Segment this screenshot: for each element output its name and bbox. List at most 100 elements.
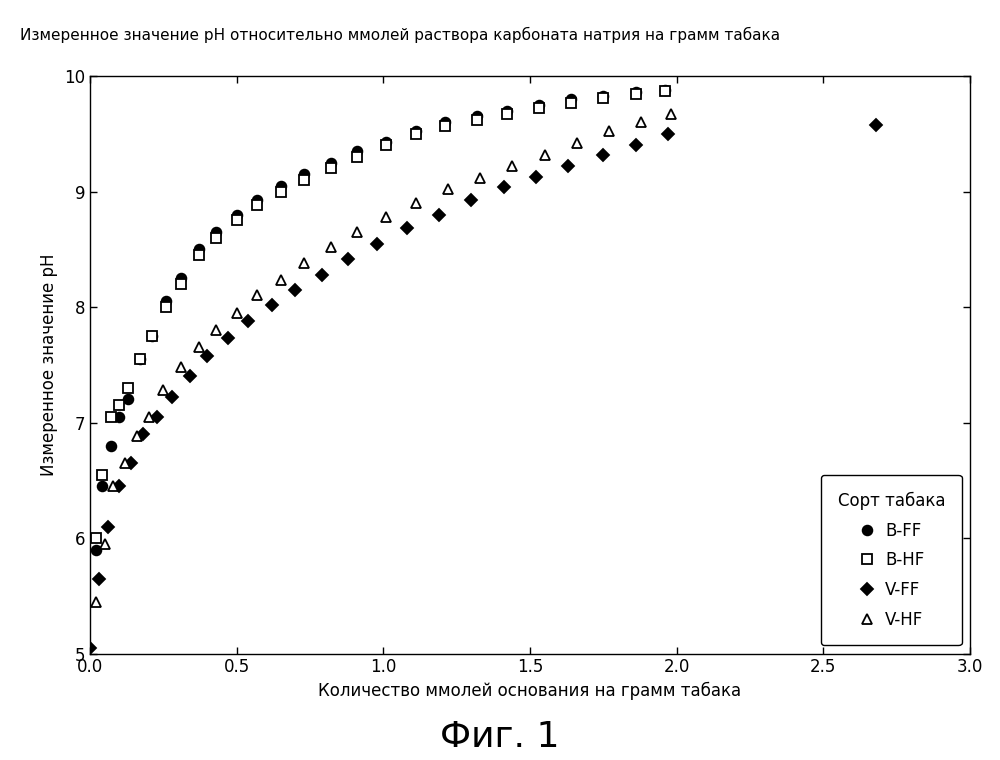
V-HF xyxy=(298,258,310,268)
V-FF xyxy=(530,172,542,181)
V-FF xyxy=(342,254,354,263)
B-HF xyxy=(597,93,609,103)
B-FF xyxy=(231,210,243,219)
B-HF xyxy=(501,109,513,119)
B-HF xyxy=(105,412,117,421)
V-FF xyxy=(222,334,234,343)
X-axis label: Количество ммолей основания на грамм табака: Количество ммолей основания на грамм таб… xyxy=(318,682,742,700)
V-FF xyxy=(84,643,96,652)
V-HF xyxy=(157,385,169,394)
V-HF xyxy=(175,363,187,372)
V-FF xyxy=(498,182,510,192)
Line: V-FF: V-FF xyxy=(86,120,880,652)
Text: Фиг. 1: Фиг. 1 xyxy=(440,720,560,754)
V-FF xyxy=(151,412,163,421)
V-HF xyxy=(193,343,205,352)
V-FF xyxy=(289,285,301,294)
B-HF xyxy=(533,104,545,113)
B-FF xyxy=(175,274,187,283)
V-HF xyxy=(635,118,647,127)
B-FF xyxy=(275,181,287,190)
V-HF xyxy=(665,109,677,119)
V-FF xyxy=(662,129,674,138)
B-FF xyxy=(630,87,642,97)
B-HF xyxy=(630,90,642,99)
V-FF xyxy=(184,372,196,381)
V-HF xyxy=(506,162,518,171)
V-HF xyxy=(90,597,102,606)
B-FF xyxy=(351,147,363,156)
B-HF xyxy=(160,302,172,312)
V-FF xyxy=(401,224,413,233)
B-FF xyxy=(533,100,545,109)
V-HF xyxy=(99,540,111,549)
B-FF xyxy=(597,91,609,100)
B-HF xyxy=(210,233,222,242)
B-FF xyxy=(501,106,513,116)
B-HF xyxy=(565,98,577,107)
V-FF xyxy=(201,351,213,360)
B-FF xyxy=(251,195,263,204)
V-HF xyxy=(442,185,454,194)
Line: B-HF: B-HF xyxy=(91,86,670,543)
B-HF xyxy=(275,187,287,196)
V-FF xyxy=(113,482,125,491)
B-HF xyxy=(325,164,337,173)
V-FF xyxy=(93,574,105,583)
B-HF xyxy=(439,121,451,130)
V-HF xyxy=(275,276,287,285)
B-FF xyxy=(146,331,158,340)
B-FF xyxy=(90,545,102,554)
V-HF xyxy=(410,198,422,207)
B-FF xyxy=(160,296,172,306)
V-FF xyxy=(316,270,328,279)
V-FF xyxy=(125,458,137,467)
B-HF xyxy=(175,280,187,289)
B-HF xyxy=(134,354,146,363)
Line: B-FF: B-FF xyxy=(91,85,670,555)
Legend: B-FF, B-HF, V-FF, V-HF: B-FF, B-HF, V-FF, V-HF xyxy=(821,475,962,645)
B-HF xyxy=(410,129,422,138)
V-FF xyxy=(102,522,114,531)
V-HF xyxy=(325,242,337,252)
B-HF xyxy=(251,201,263,210)
B-HF xyxy=(113,401,125,410)
V-HF xyxy=(107,482,119,491)
B-FF xyxy=(565,94,577,103)
B-HF xyxy=(122,383,134,392)
B-FF xyxy=(410,127,422,136)
B-HF xyxy=(193,251,205,260)
V-FF xyxy=(371,239,383,248)
B-HF xyxy=(90,534,102,543)
B-FF xyxy=(380,138,392,147)
Y-axis label: Измеренное значение pH: Измеренное значение pH xyxy=(40,254,58,476)
V-HF xyxy=(131,432,143,441)
Line: V-HF: V-HF xyxy=(91,109,676,606)
B-FF xyxy=(325,158,337,167)
V-FF xyxy=(166,393,178,402)
B-HF xyxy=(298,176,310,185)
B-FF xyxy=(439,118,451,127)
V-FF xyxy=(870,120,882,129)
B-FF xyxy=(659,85,671,94)
V-HF xyxy=(539,150,551,159)
B-HF xyxy=(380,141,392,150)
B-FF xyxy=(134,354,146,363)
V-HF xyxy=(143,412,155,421)
V-HF xyxy=(251,291,263,300)
V-HF xyxy=(119,458,131,467)
B-HF xyxy=(231,216,243,225)
V-HF xyxy=(231,309,243,318)
V-HF xyxy=(571,138,583,147)
B-HF xyxy=(96,470,108,479)
B-FF xyxy=(298,169,310,179)
V-FF xyxy=(266,300,278,309)
V-HF xyxy=(603,127,615,136)
V-HF xyxy=(210,325,222,334)
V-FF xyxy=(433,210,445,219)
V-FF xyxy=(465,195,477,204)
B-FF xyxy=(193,245,205,254)
B-HF xyxy=(659,87,671,96)
B-FF xyxy=(471,112,483,121)
B-HF xyxy=(471,116,483,125)
